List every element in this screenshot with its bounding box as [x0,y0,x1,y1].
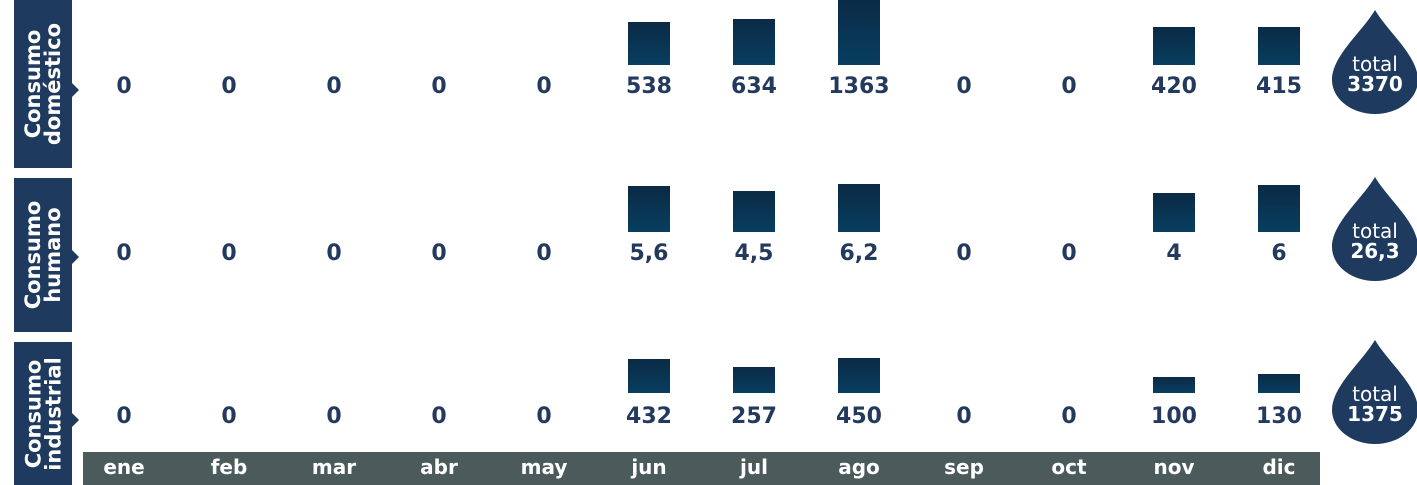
total-drop [1332,10,1417,114]
value-label: 634 [731,74,777,99]
drop-shape [1332,177,1417,281]
month-label: dic [1262,455,1296,479]
total-drop [1332,177,1417,281]
value-label: 538 [626,74,672,99]
value-label: 0 [221,74,237,99]
bar [838,184,880,232]
bar [733,18,775,65]
total-value: 1375 [1347,402,1403,426]
row-label-arrow [72,83,79,97]
value-label: 0 [536,74,552,99]
value-label: 432 [626,404,672,429]
value-label: 0 [1061,74,1077,99]
total-caption: total [1352,219,1398,243]
bar [838,0,880,65]
month-label: abr [420,455,458,479]
value-label: 1363 [828,74,890,99]
value-label: 0 [431,241,447,266]
month-label: ago [838,455,880,479]
value-label: 4 [1166,241,1182,266]
total-value: 26,3 [1350,239,1400,263]
total-caption: total [1352,382,1398,406]
bar [1258,184,1300,232]
bar [628,186,670,232]
bar [733,366,775,393]
month-label: jun [631,455,667,479]
bar [733,191,775,232]
row-label-arrow [72,250,79,264]
row-label: Consumo industrial [21,356,65,471]
value-label: 5,6 [629,241,669,266]
value-label: 0 [431,74,447,99]
row-label: Consumo doméstico [21,22,65,146]
value-label: 420 [1151,74,1197,99]
value-label: 0 [431,404,447,429]
bar [628,358,670,393]
value-label: 0 [536,241,552,266]
total-value: 3370 [1347,72,1403,96]
bar [1153,376,1195,393]
month-label: jul [740,455,768,479]
drop-shape [1332,340,1417,444]
value-label: 0 [956,404,972,429]
month-label: oct [1051,455,1087,479]
value-label: 0 [536,404,552,429]
value-label: 0 [221,241,237,266]
value-label: 0 [326,404,342,429]
value-label: 415 [1256,74,1302,99]
month-label: nov [1153,455,1195,479]
value-label: 0 [116,404,132,429]
bar [1258,374,1300,393]
month-axis-band [83,452,1320,485]
month-label: ene [103,455,145,479]
total-drop [1332,340,1417,444]
value-label: 6,2 [839,241,879,266]
bar [1258,27,1300,65]
row-label: Consumo humano [21,200,65,310]
month-label: sep [944,455,984,479]
value-label: 0 [116,241,132,266]
row-label-arrow [72,413,79,427]
drop-shape [1332,10,1417,114]
value-label: 0 [326,74,342,99]
value-label: 450 [836,404,882,429]
bar [838,358,880,393]
month-label: feb [210,455,248,479]
value-label: 0 [116,74,132,99]
value-label: 0 [1061,404,1077,429]
value-label: 6 [1271,241,1287,266]
value-label: 0 [956,74,972,99]
row-label-box [14,178,72,332]
month-label: may [520,455,568,479]
row-label-box [14,342,72,485]
value-label: 0 [221,404,237,429]
value-label: 4,5 [734,241,774,266]
bar [628,22,670,65]
bar [1153,193,1195,232]
value-label: 100 [1151,404,1197,429]
value-label: 130 [1256,404,1302,429]
value-label: 0 [326,241,342,266]
value-label: 257 [731,404,777,429]
row-label-box [14,0,72,168]
bar [1153,27,1195,65]
month-label: mar [311,455,357,479]
value-label: 0 [1061,241,1077,266]
total-caption: total [1352,52,1398,76]
value-label: 0 [956,241,972,266]
